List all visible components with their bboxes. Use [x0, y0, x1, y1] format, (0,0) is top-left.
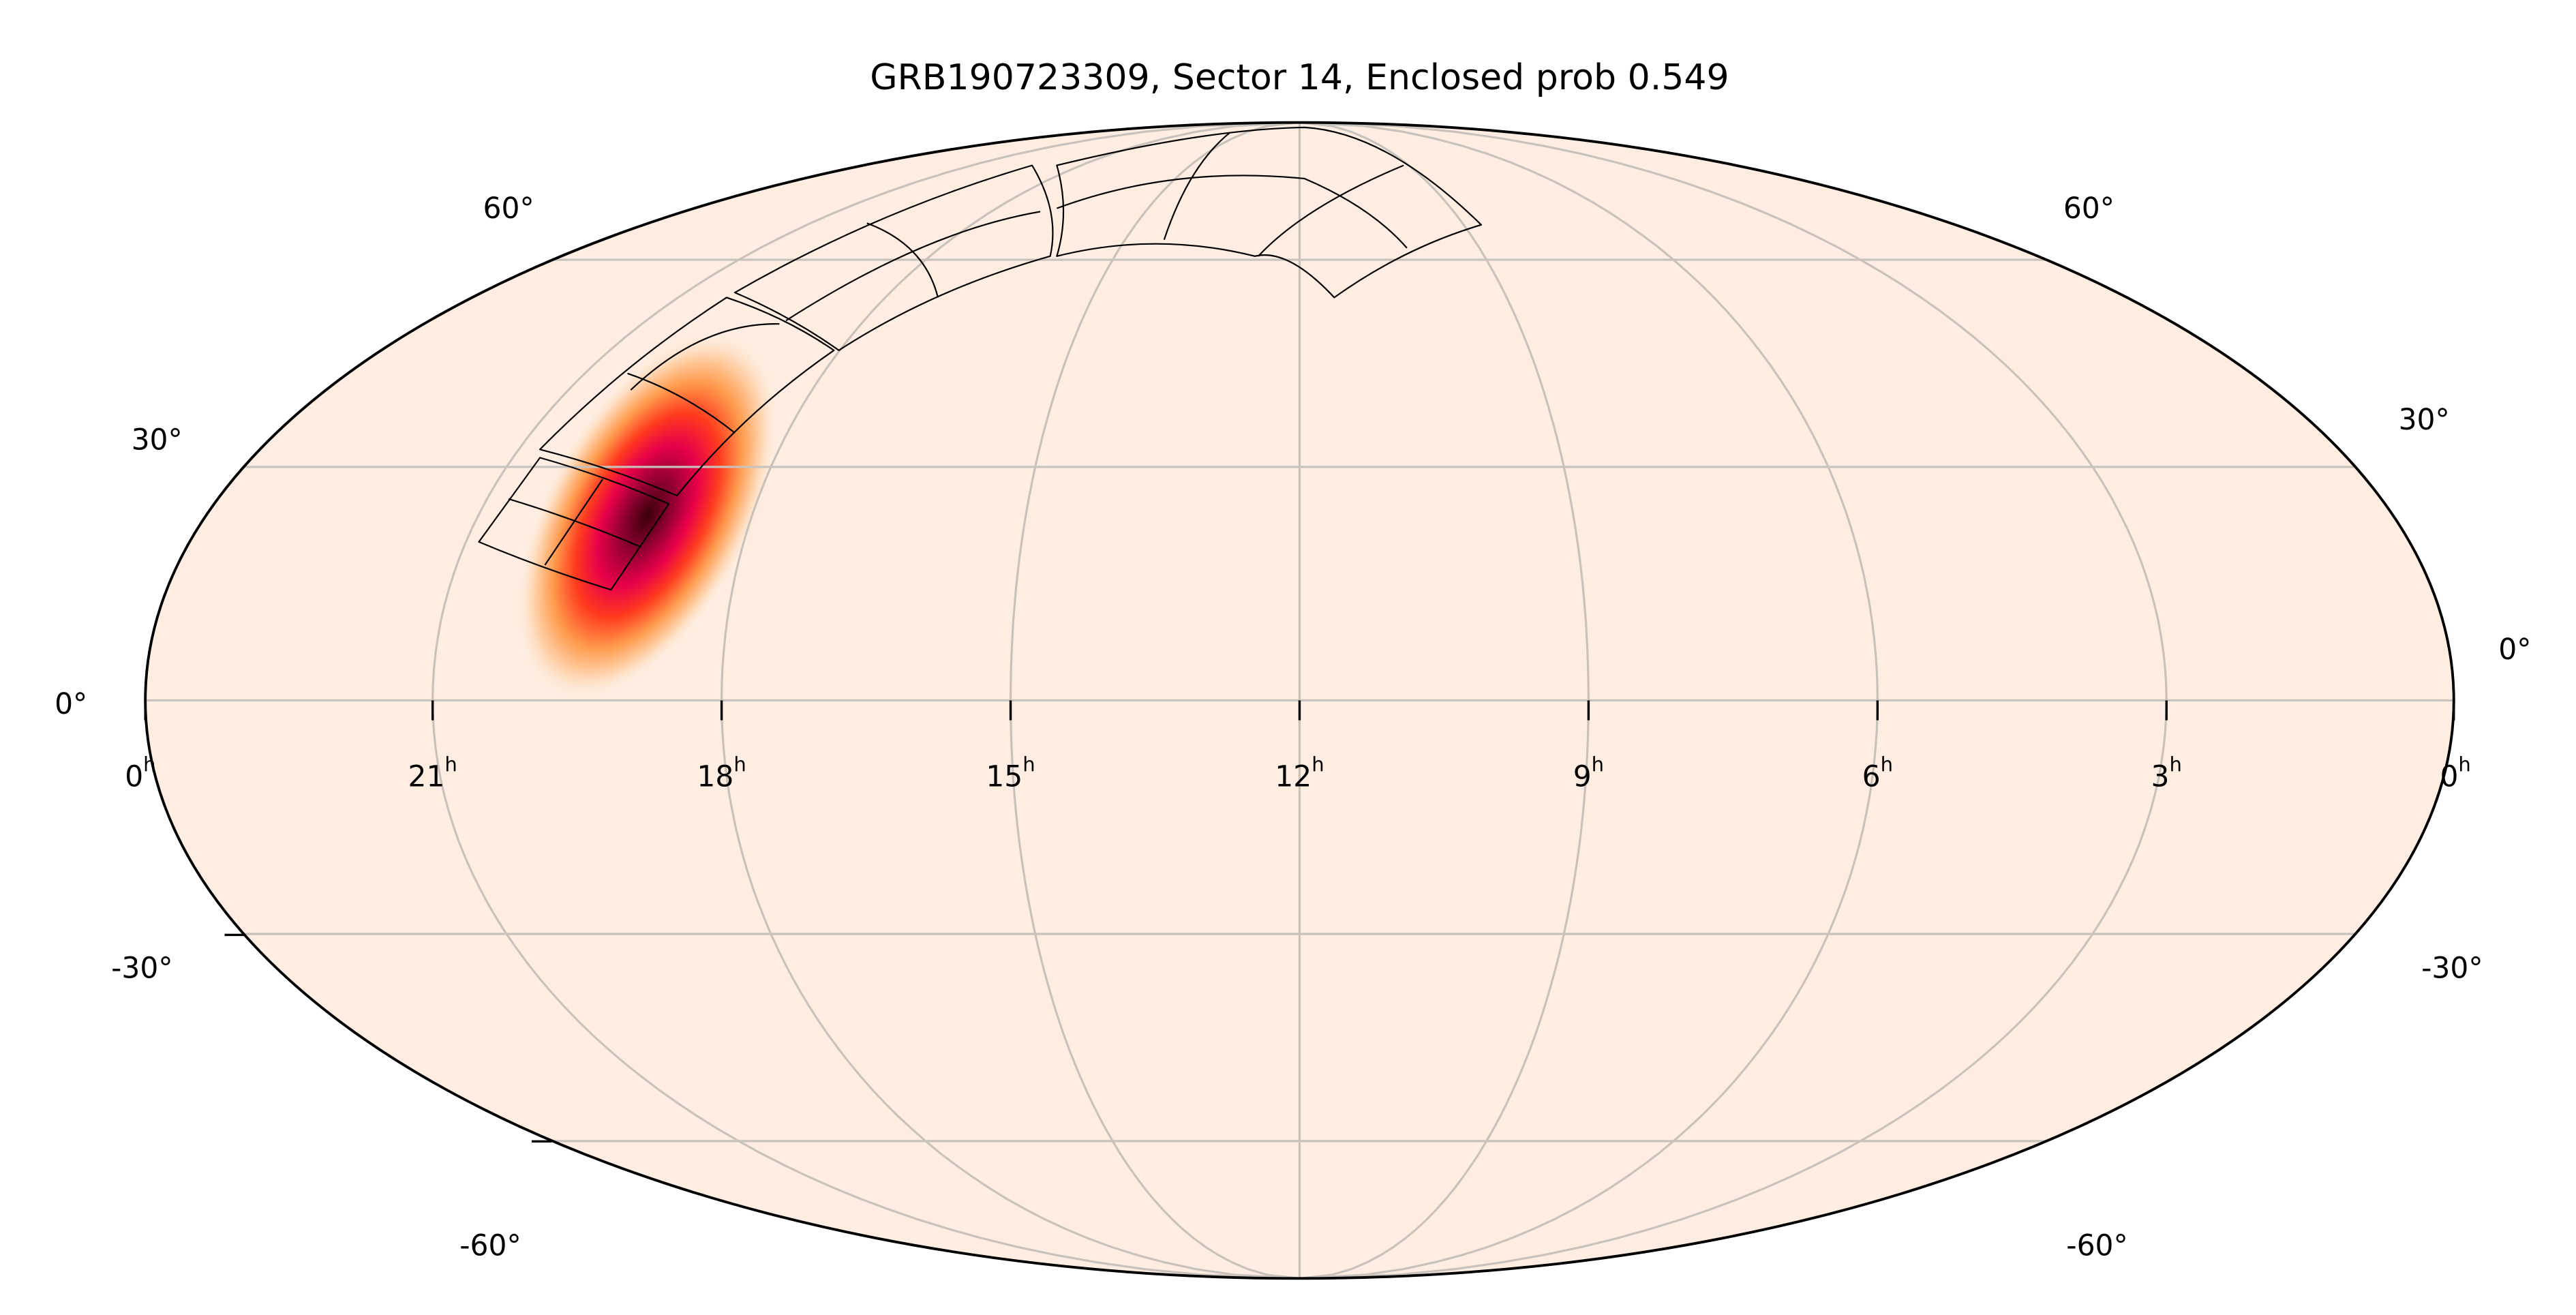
ccd-tile — [627, 323, 780, 434]
ra-gridline — [721, 122, 1300, 1279]
ra-gridline — [1299, 122, 1590, 1279]
ra-gridline — [1299, 122, 2168, 1279]
ra-tick-label: 9h — [1573, 753, 1604, 793]
tess-footprint — [478, 126, 1483, 591]
ra-tick-label: 0h — [125, 753, 155, 793]
dec-label-left: 60° — [483, 192, 534, 225]
dec-label-left: -30° — [111, 951, 172, 984]
ra-gridline — [1299, 122, 1879, 1279]
ra-tick-label: 12h — [1275, 753, 1324, 793]
ra-tick-label: 0h — [2440, 753, 2470, 793]
graticule — [145, 122, 2454, 1279]
dec-label-right: -60° — [2066, 1228, 2127, 1262]
ra-gridline — [431, 122, 1300, 1279]
ccd-tile — [733, 164, 1054, 352]
probability-blob — [516, 331, 778, 700]
ra-axis-ticks — [144, 700, 2455, 1143]
ra-gridline — [1009, 122, 1300, 1279]
dec-label-right: 0° — [2498, 633, 2531, 666]
ccd-tile — [785, 211, 1041, 322]
ccd-tile — [508, 479, 641, 566]
ra-tick-label: 6h — [1862, 753, 1893, 793]
plot-boundary — [144, 121, 2455, 1280]
dec-label-left: 30° — [132, 423, 183, 456]
ccd-tile — [1056, 126, 1483, 299]
ccd-tile — [539, 297, 835, 497]
dec-label-right: -30° — [2421, 951, 2483, 984]
ccd-tile — [1056, 132, 1408, 257]
dec-label-left: 0° — [55, 687, 87, 721]
dec-tick-labels: 60° 30° 0° -30° -60° 60° 30° 0° -30° -60… — [55, 192, 2531, 1262]
dec-label-left: -60° — [459, 1228, 521, 1262]
dec-label-right: 60° — [2063, 192, 2115, 225]
ccd-tile — [478, 457, 670, 591]
ra-tick-label: 15h — [986, 753, 1035, 793]
ra-tick-label: 21h — [408, 753, 457, 793]
ra-tick-label: 3h — [2151, 753, 2182, 793]
ra-tick-labels: 0h 21h 18h 15h 12h 9h 6h 3h 0h — [125, 753, 2471, 793]
dec-label-right: 30° — [2399, 403, 2450, 436]
ra-tick-label: 18h — [697, 753, 746, 793]
chart-title: GRB190723309, Sector 14, Enclosed prob 0… — [870, 57, 1729, 98]
